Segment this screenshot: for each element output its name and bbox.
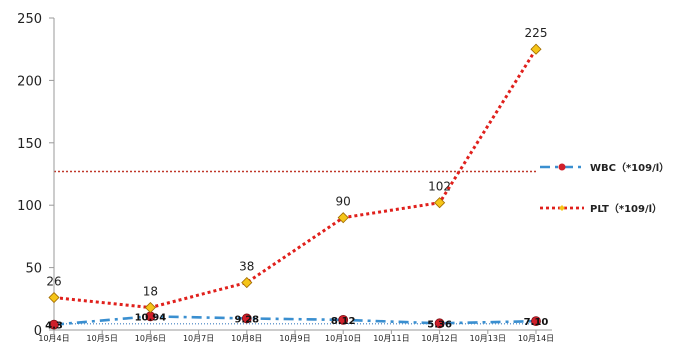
plt-marker (434, 197, 446, 209)
y-axis-ticks: 0 50 100 150 200 250 (17, 12, 54, 339)
plt-data-label: 18 (143, 285, 158, 299)
y-tick-label: 150 (17, 137, 42, 152)
plt-data-label: 38 (239, 260, 254, 274)
x-tick-label: 10月10日 (325, 334, 361, 343)
x-axis-ticks: 10月4日 10月5日 10月6日 10月7日 10月8日 10月9日 10月10日 10月1… (38, 330, 554, 343)
plt-data-label: 102 (428, 180, 451, 194)
x-tick-label: 10月6日 (135, 334, 166, 343)
legend: WBC（*109/l） PLT（*109/l） (540, 161, 669, 215)
wbc-data-label: 5.36 (427, 319, 452, 330)
wbc-data-label: 9.28 (234, 314, 259, 325)
wbc-data-label: 4.3 (45, 321, 63, 332)
x-tick-label: 10月13日 (470, 334, 506, 343)
wbc-data-label: 8.12 (331, 316, 356, 327)
plt-data-label: 26 (46, 275, 61, 289)
plt-marker (241, 277, 253, 289)
plt-marker (48, 291, 60, 304)
plt-marker (530, 43, 542, 55)
x-tick-label: 10月4日 (38, 334, 69, 343)
x-tick-label: 10月5日 (87, 334, 118, 343)
plt-data-label: 90 (336, 195, 351, 209)
plt-marker (337, 212, 349, 224)
x-tick-label: 10月8日 (231, 334, 262, 343)
reference-lines (54, 170, 536, 325)
legend-plt-marker (559, 205, 565, 211)
legend-wbc-marker (558, 163, 566, 171)
x-tick-label: 10月14日 (518, 334, 554, 343)
plt-data-label: 225 (525, 26, 548, 40)
wbc-marker (531, 316, 541, 327)
y-tick-label: 0 (34, 324, 42, 339)
y-tick-label: 100 (17, 199, 42, 214)
y-tick-label: 200 (17, 74, 42, 89)
x-tick-label: 10月9日 (279, 334, 310, 343)
x-tick-label: 10月12日 (421, 334, 457, 343)
wbc-marker (241, 313, 252, 324)
legend-plt-label: PLT（*109/l） (590, 202, 662, 215)
series-group: 4.3 10.94 9.28 8.12 5.36 7.10 26 18 38 90 102 225 (45, 26, 548, 331)
plt-marker (144, 301, 156, 314)
y-tick-label: 250 (17, 12, 42, 27)
y-tick-label: 50 (25, 262, 42, 277)
wbc-marker (338, 314, 349, 325)
wbc-data-label: 7.10 (524, 317, 549, 328)
x-tick-label: 10月11日 (373, 334, 409, 343)
axes (53, 18, 552, 331)
wbc-data-label: 10.94 (135, 312, 167, 323)
x-tick-label: 10月7日 (183, 334, 214, 343)
legend-wbc-label: WBC（*109/l） (590, 161, 669, 174)
wbc-marker (49, 319, 59, 330)
wbc-marker (434, 318, 445, 329)
plt-series-line (53, 48, 538, 310)
